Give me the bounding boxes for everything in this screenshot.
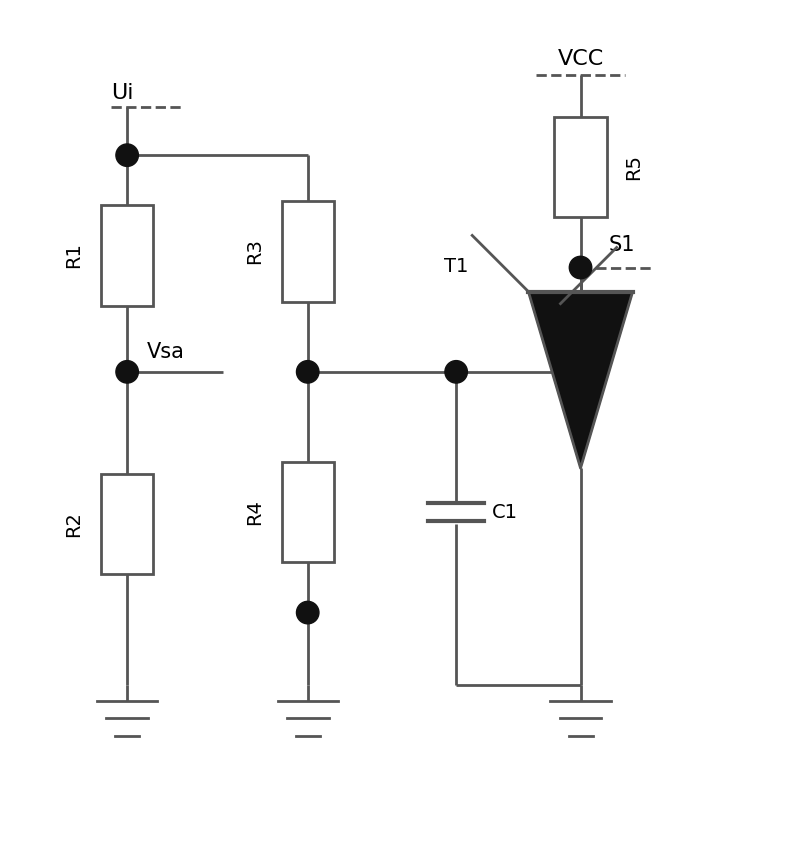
Text: VCC: VCC (558, 48, 604, 69)
Text: S1: S1 (608, 236, 635, 255)
Text: R2: R2 (65, 511, 83, 538)
Bar (101, 205, 154, 305)
Bar (282, 462, 334, 562)
Circle shape (116, 360, 138, 383)
Circle shape (297, 601, 319, 624)
Circle shape (570, 256, 591, 279)
Text: R1: R1 (65, 243, 83, 269)
Circle shape (297, 360, 319, 383)
Polygon shape (528, 292, 633, 468)
Text: R3: R3 (245, 238, 264, 265)
Text: Vsa: Vsa (147, 343, 185, 362)
Bar (282, 201, 334, 302)
Bar (554, 117, 607, 217)
Text: C1: C1 (492, 503, 518, 522)
Text: T1: T1 (444, 257, 469, 276)
Bar (101, 474, 154, 574)
Text: R4: R4 (245, 499, 264, 525)
Text: Ui: Ui (112, 83, 133, 103)
Circle shape (116, 144, 138, 166)
Text: R5: R5 (625, 154, 643, 181)
Circle shape (445, 360, 467, 383)
